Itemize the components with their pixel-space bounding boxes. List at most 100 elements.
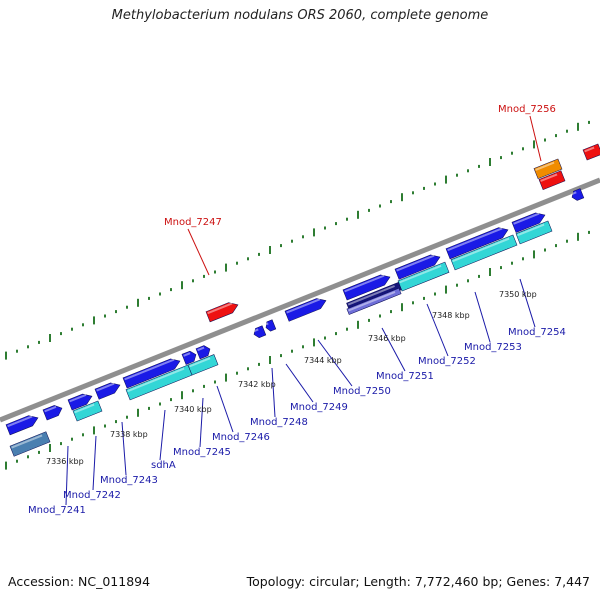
leader-mnod_7247 (187, 228, 210, 276)
cds-1-highlight (74, 403, 95, 414)
leader-mnod_7246 (216, 385, 234, 433)
gene-small-3-highlight (571, 191, 577, 195)
gene-label-mnod_7241: Mnod_7241 (28, 505, 86, 516)
gene-small-3 (571, 188, 585, 201)
gene-red-2-shape (538, 170, 566, 191)
gene-mnod-7247 (205, 302, 239, 323)
backbone-line (0, 177, 600, 423)
leader-sdha (159, 409, 166, 461)
gene-mnod-7256-highlight (535, 161, 555, 171)
leader-mnod_7243 (121, 421, 127, 476)
gene-forward-right-3-highlight (447, 227, 503, 252)
gene-red-3-highlight (584, 146, 595, 153)
gene-label-sdha: sdhA (151, 460, 176, 471)
cds-5-highlight (452, 237, 510, 263)
gene-features (5, 143, 600, 457)
cds-5 (450, 234, 518, 271)
gene-red-2-highlight (540, 173, 558, 182)
label-texts: 7336 kbp 7338 kbp 7340 kbp 7342 kbp 7344 kbp… (28, 104, 566, 516)
gene-forward-3-shape (67, 393, 93, 411)
gene-small-1-shape (253, 325, 267, 338)
gene-forward-1-shape (5, 415, 39, 436)
gene-forward-right-1 (342, 274, 391, 301)
kbp-label: 7342 kbp (238, 380, 276, 389)
gene-label-mnod_7251: Mnod_7251 (376, 371, 434, 382)
gene-label-mnod_7250: Mnod_7250 (333, 386, 391, 397)
kbp-label: 7338 kbp (110, 430, 148, 439)
gene-forward-4-shape (94, 382, 121, 400)
gene-label-mnod_7256: Mnod_7256 (498, 104, 556, 115)
genome-summary-text: Topology: circular; Length: 7,772,460 bp… (246, 574, 590, 589)
leader-mnod_7251 (381, 327, 406, 372)
gene-small-3-shape (571, 188, 585, 201)
cds-4 (397, 261, 450, 292)
gene-pale-highlight (348, 290, 396, 312)
leader-mnod_7253 (474, 291, 491, 343)
gene-label-mnod_7253: Mnod_7253 (464, 342, 522, 353)
leader-mnod_7256 (529, 115, 542, 162)
tick-marks (5, 120, 590, 470)
gene-forward-right-2 (394, 254, 441, 280)
gene-forward-2 (42, 405, 63, 421)
gene-small-2-shape (265, 319, 277, 332)
gene-label-mnod_7249: Mnod_7249 (290, 402, 348, 413)
kbp-label: 7340 kbp (174, 405, 212, 414)
gene-forward-7-highlight (197, 346, 205, 352)
gene-forward-2-shape (42, 405, 63, 421)
gene-forward-mid-shape (284, 298, 327, 322)
gene-forward-right-4-highlight (513, 212, 540, 225)
gene-mnod-7256-shape (533, 158, 563, 180)
gene-forward-7-shape (195, 345, 211, 360)
genome-backbone (0, 177, 600, 423)
kbp-label: 7344 kbp (304, 356, 342, 365)
cds-5-shape (450, 234, 518, 271)
gene-label-mnod_7242: Mnod_7242 (63, 490, 121, 501)
gene-forward-mid (284, 298, 327, 322)
cds-6 (515, 220, 553, 245)
gene-forward-6-highlight (183, 352, 191, 357)
leader-mnod_7250 (317, 339, 353, 387)
accession-text: Accession: NC_011894 (8, 574, 151, 589)
gene-forward-3-highlight (69, 393, 87, 403)
kbp-label: 7346 kbp (368, 334, 406, 343)
gene-forward-right-1-shape (342, 274, 391, 301)
gene-dark-highlight (347, 285, 395, 306)
gene-label-mnod_7254: Mnod_7254 (508, 327, 566, 338)
leader-mnod_7248 (271, 367, 276, 418)
leader-mnod_7245 (199, 397, 204, 448)
kbp-label: 7336 kbp (46, 457, 84, 466)
gene-label-mnod_7243: Mnod_7243 (100, 475, 158, 486)
gene-forward-right-1-highlight (344, 274, 385, 293)
gene-forward-6-shape (181, 350, 197, 365)
gene-forward-7 (195, 345, 211, 360)
gene-label-mnod_7247: Mnod_7247 (164, 217, 222, 228)
kbp-label: 7350 kbp (499, 290, 537, 299)
gene-steel-highlight (11, 434, 43, 449)
cds-3 (187, 354, 219, 376)
gene-forward-4 (94, 382, 121, 400)
gene-small-1-highlight (253, 328, 259, 333)
cds-1-shape (72, 400, 103, 422)
gene-steel-shape (9, 431, 51, 457)
cds-3-highlight (189, 357, 211, 368)
gene-label-mnod_7245: Mnod_7245 (173, 447, 231, 458)
leader-mnod_7254 (519, 278, 536, 328)
gene-pale-shape (346, 287, 402, 315)
gene-forward-1-highlight (7, 415, 33, 428)
gene-pale (346, 287, 402, 315)
gene-mnod-7247-shape (205, 302, 239, 323)
gene-small-1 (253, 325, 267, 338)
leader-mnod_7241 (65, 445, 69, 506)
gene-label-mnod_7248: Mnod_7248 (250, 417, 308, 428)
leader-mnod_7249 (285, 363, 314, 403)
leader-mnod_7252 (426, 303, 449, 357)
kbp-label: 7348 kbp (432, 311, 470, 320)
gene-red-3-shape (582, 143, 600, 161)
cds-3-shape (187, 354, 219, 376)
cds-4-highlight (399, 264, 442, 284)
cds-1 (72, 400, 103, 422)
gene-forward-5 (122, 358, 181, 389)
gene-mnod-7247-highlight (207, 302, 233, 315)
gene-forward-5-highlight (124, 358, 175, 381)
